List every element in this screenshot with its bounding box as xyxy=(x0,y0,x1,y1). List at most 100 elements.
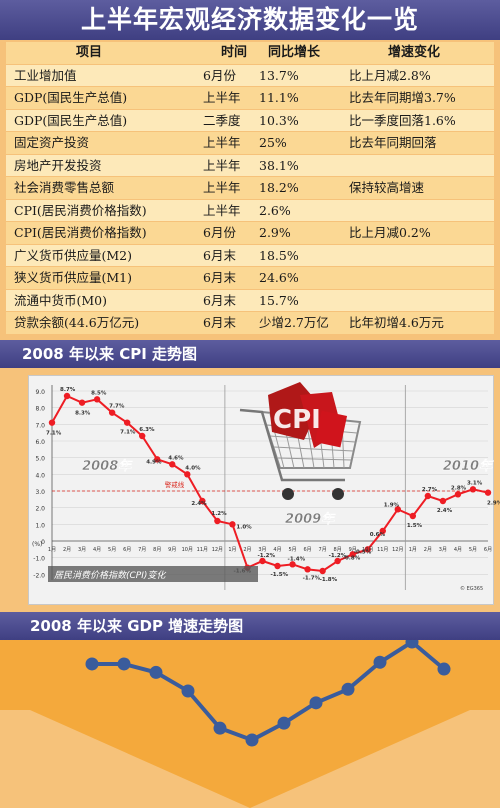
gdp-data-point xyxy=(85,657,99,671)
x-tick-label: 6月 xyxy=(123,547,131,553)
cpi-data-label: 7.1% xyxy=(46,431,62,437)
cpi-data-label: -1.5% xyxy=(271,572,289,578)
cpi-data-label: 1.9% xyxy=(384,502,400,508)
table-row: 狭义货币供应量(M1) 6月末 24.6% xyxy=(6,267,494,290)
cpi-data-label: 1.2% xyxy=(211,511,227,517)
table-row-cell-3: 比去年同期增3.7% xyxy=(349,90,456,105)
table-row: 广义货币供应量(M2) 6月末 18.5% xyxy=(6,244,494,267)
year-label: 2009年 xyxy=(285,511,336,527)
cpi-data-point xyxy=(484,489,492,496)
table-header-cell-1: 时间 xyxy=(221,45,248,60)
cart-wire xyxy=(277,457,352,461)
x-tick-label: 1月 xyxy=(228,547,236,553)
page-title: 上半年宏观经济数据变化一览 xyxy=(0,0,500,40)
x-tick-label: 2月 xyxy=(424,547,432,553)
table-header-cell-0: 项目 xyxy=(76,45,103,60)
x-tick-label: 12月 xyxy=(212,547,223,553)
table-row-cell-1: 上半年 xyxy=(203,202,241,218)
y-tick-label: 3.0 xyxy=(35,489,45,496)
table-row-cell-3: 比一季度回落1.6% xyxy=(349,112,456,128)
table-row-cell-1: 6月末 xyxy=(203,292,236,308)
x-tick-label: 3月 xyxy=(258,547,266,553)
table-header-cell-2: 同比增长 xyxy=(268,45,321,60)
gdp-section-title: 2008 年以来 GDP 增速走势图 xyxy=(0,612,500,640)
year-label: 2008年 xyxy=(82,458,133,474)
table-row: CPI(居民消费价格指数) 6月份 2.9% 比上月减0.2% xyxy=(6,222,494,245)
warning-line-label: 警戒线 xyxy=(165,480,185,489)
y-tick-label: 2.0 xyxy=(35,506,45,513)
table-row: 流通中货币(M0) 6月末 15.7% xyxy=(6,289,494,312)
x-tick-label: 5月 xyxy=(108,547,116,553)
cart-wheel xyxy=(332,488,344,500)
cpi-data-point xyxy=(304,566,311,573)
gdp-data-point xyxy=(437,662,451,676)
table-row-cell-0: 固定资产投资 xyxy=(14,135,90,150)
table-row-cell-3: 比上月减0.2% xyxy=(349,225,431,240)
cpi-section-title: 2008 年以来 CPI 走势图 xyxy=(0,340,500,368)
year-label: 2010年 xyxy=(443,458,494,474)
table-row-cell-2: 25% xyxy=(259,135,287,150)
gdp-data-point xyxy=(373,655,387,669)
cpi-data-point xyxy=(424,492,432,500)
table-row-cell-0: 工业增加值 xyxy=(14,67,77,83)
x-tick-label: 10月 xyxy=(182,547,193,553)
table-row: CPI(居民消费价格指数) 上半年 2.6% xyxy=(6,199,494,222)
cpi-data-label: -0.8% xyxy=(343,555,361,561)
cpi-data-point xyxy=(123,419,131,426)
y-tick-label: -2.0 xyxy=(33,572,45,579)
y-tick-label: 9.0 xyxy=(35,389,45,396)
x-tick-label: 11月 xyxy=(377,547,388,553)
table-row-cell-2: 15.7% xyxy=(259,292,299,308)
table-row: 贷款余额(44.6万亿元) 6月末 少增2.7万亿 比年初增4.6万元 xyxy=(6,312,494,335)
cpi-logo-text: CPI xyxy=(273,405,321,435)
x-tick-label: 4月 xyxy=(454,547,462,553)
gdp-data-point xyxy=(181,684,195,698)
cpi-data-label: -0.5% xyxy=(354,549,372,555)
cpi-data-point xyxy=(214,517,221,525)
table-row-cell-2: 18.5% xyxy=(259,247,299,263)
cpi-data-label: 0.6% xyxy=(370,532,386,538)
x-tick-label: 1月 xyxy=(409,547,417,553)
shopping-cart-icon xyxy=(239,382,362,500)
cpi-data-label: 2.4% xyxy=(437,508,453,514)
x-tick-label: 6月 xyxy=(484,547,492,553)
table-header: 项目 时间 同比增长 增速变化 xyxy=(6,42,494,65)
x-tick-label: 2月 xyxy=(243,547,251,553)
x-tick-label: 4月 xyxy=(273,547,281,553)
x-tick-label: 2月 xyxy=(63,547,71,553)
table-row-cell-0: CPI(居民消费价格指数) xyxy=(14,202,147,218)
cpi-data-point xyxy=(334,557,341,565)
table-row-cell-3: 比年初增4.6万元 xyxy=(349,315,444,330)
table-row-cell-2: 11.1% xyxy=(259,90,299,105)
gdp-data-point xyxy=(117,657,131,671)
table-row-cell-2: 少增2.7万亿 xyxy=(259,315,329,330)
cpi-data-point xyxy=(439,497,447,505)
table-row-cell-1: 6月份 xyxy=(203,225,236,240)
table-row-cell-3: 比去年同期回落 xyxy=(349,135,437,150)
table-row-cell-0: 狭义货币供应量(M1) xyxy=(14,270,133,285)
table-row-cell-2: 18.2% xyxy=(259,180,299,195)
table-row-cell-0: 贷款余额(44.6万亿元) xyxy=(14,315,140,330)
x-tick-label: 1月 xyxy=(48,547,56,553)
cpi-data-point xyxy=(139,432,146,440)
x-tick-label: 12月 xyxy=(392,547,403,553)
table-row-cell-0: 流通中货币(M0) xyxy=(14,292,108,308)
cpi-data-label: 4.0% xyxy=(185,465,201,471)
gdp-data-point xyxy=(277,716,291,730)
cpi-data-point xyxy=(229,521,236,528)
cpi-data-label: -1.7% xyxy=(303,575,321,581)
gdp-data-point xyxy=(213,721,227,735)
gdp-data-point xyxy=(341,682,355,696)
cpi-data-label: 2.7% xyxy=(422,487,438,493)
data-table: 项目 时间 同比增长 增速变化 工业增加值 6月份 13.7% 比上月减2.8% GDP(国民生… xyxy=(6,42,494,335)
cpi-letter-block xyxy=(314,410,348,448)
caption-background xyxy=(48,566,258,582)
table-row: GDP(国民生产总值) 二季度 10.3% 比一季度回落1.6% xyxy=(6,109,494,132)
table-row-cell-1: 6月末 xyxy=(203,247,236,263)
table-row-cell-3: 比上月减2.8% xyxy=(349,67,431,83)
table-row-cell-1: 6月份 xyxy=(203,67,236,83)
table-row-cell-1: 上半年 xyxy=(203,180,241,195)
gdp-data-point xyxy=(309,696,323,710)
